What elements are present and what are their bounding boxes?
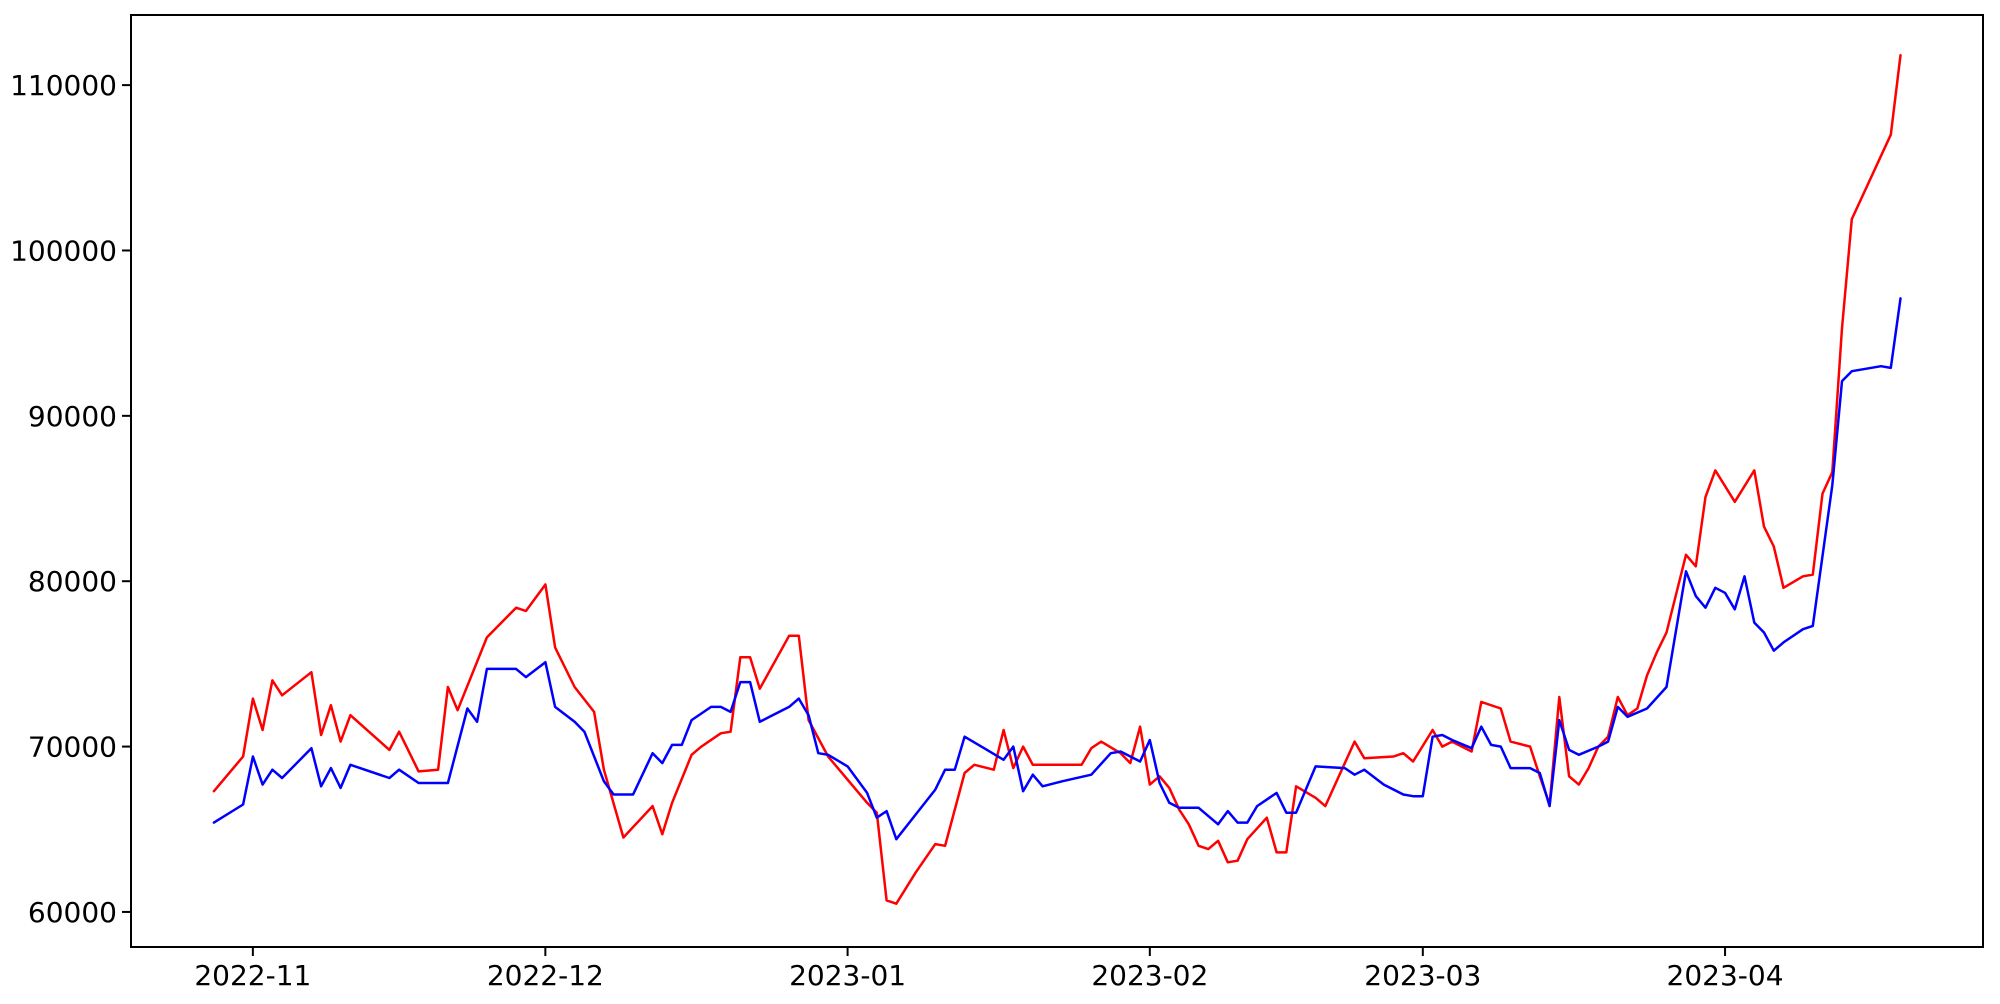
red-series bbox=[212, 54, 1902, 905]
y-tick-label: 110000 bbox=[10, 69, 117, 102]
y-tick-label: 70000 bbox=[28, 731, 117, 764]
y-tick-label: 90000 bbox=[28, 400, 117, 433]
plot-area bbox=[131, 15, 1983, 947]
y-tick-label: 100000 bbox=[10, 234, 117, 267]
axes-spines bbox=[130, 14, 1984, 948]
blue-series bbox=[212, 297, 1902, 841]
x-tick-label: 2023-01 bbox=[789, 959, 906, 992]
x-tick-label: 2023-04 bbox=[1667, 959, 1784, 992]
x-tick-label: 2022-12 bbox=[487, 959, 604, 992]
y-tick-label: 80000 bbox=[28, 565, 117, 598]
x-tick-label: 2023-03 bbox=[1364, 959, 1481, 992]
y-tick-label: 60000 bbox=[28, 896, 117, 929]
x-tick-label: 2022-11 bbox=[194, 959, 311, 992]
x-tick-label: 2023-02 bbox=[1091, 959, 1208, 992]
